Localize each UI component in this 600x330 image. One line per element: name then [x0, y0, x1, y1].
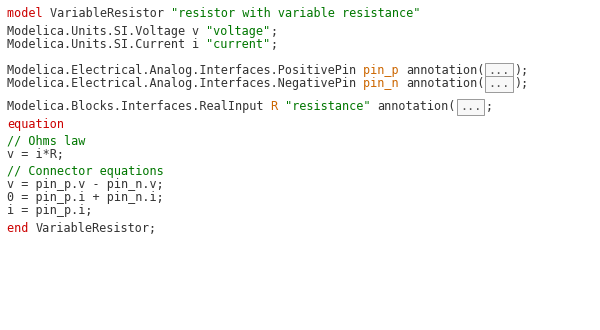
FancyBboxPatch shape	[457, 98, 484, 115]
Text: ...: ...	[488, 64, 510, 77]
Text: v = pin_p.v - pin_n.v;: v = pin_p.v - pin_n.v;	[7, 178, 164, 191]
Text: i = pin_p.i;: i = pin_p.i;	[7, 204, 92, 217]
Text: );: );	[514, 64, 528, 77]
Text: 0 = pin_p.i + pin_n.i;: 0 = pin_p.i + pin_n.i;	[7, 191, 164, 204]
Text: ;: ;	[271, 38, 278, 51]
Text: "voltage": "voltage"	[206, 25, 271, 38]
Text: );: );	[514, 77, 528, 90]
Text: i: i	[192, 38, 206, 51]
Text: Modelica.Electrical.Analog.Interfaces.NegativePin: Modelica.Electrical.Analog.Interfaces.Ne…	[7, 77, 363, 90]
Text: pin_p: pin_p	[363, 64, 406, 77]
Text: VariableResistor: VariableResistor	[50, 7, 171, 20]
Text: // Connector equations: // Connector equations	[7, 165, 164, 178]
Text: equation: equation	[7, 118, 64, 131]
Text: Modelica.Blocks.Interfaces.RealInput: Modelica.Blocks.Interfaces.RealInput	[7, 100, 271, 113]
Text: end: end	[7, 222, 35, 235]
Text: ...: ...	[460, 100, 481, 113]
Text: v: v	[192, 25, 206, 38]
Text: "resistor with variable resistance": "resistor with variable resistance"	[171, 7, 420, 20]
Text: annotation(: annotation(	[406, 64, 484, 77]
Text: Modelica.Units.SI.Voltage: Modelica.Units.SI.Voltage	[7, 25, 192, 38]
FancyBboxPatch shape	[485, 76, 513, 91]
Text: ...: ...	[488, 77, 510, 90]
Text: pin_n: pin_n	[363, 77, 406, 90]
Text: Modelica.Units.SI.Current: Modelica.Units.SI.Current	[7, 38, 192, 51]
Text: ;: ;	[271, 25, 278, 38]
Text: model: model	[7, 7, 50, 20]
Text: Modelica.Electrical.Analog.Interfaces.PositivePin: Modelica.Electrical.Analog.Interfaces.Po…	[7, 64, 363, 77]
Text: R: R	[271, 100, 285, 113]
Text: annotation(: annotation(	[406, 77, 484, 90]
FancyBboxPatch shape	[485, 62, 513, 79]
Text: ;: ;	[485, 100, 493, 113]
Text: // Ohms law: // Ohms law	[7, 135, 85, 148]
Text: v = i*R;: v = i*R;	[7, 148, 64, 161]
Text: annotation(: annotation(	[377, 100, 456, 113]
Text: "current": "current"	[206, 38, 271, 51]
Text: VariableResistor;: VariableResistor;	[35, 222, 157, 235]
Text: "resistance": "resistance"	[285, 100, 377, 113]
